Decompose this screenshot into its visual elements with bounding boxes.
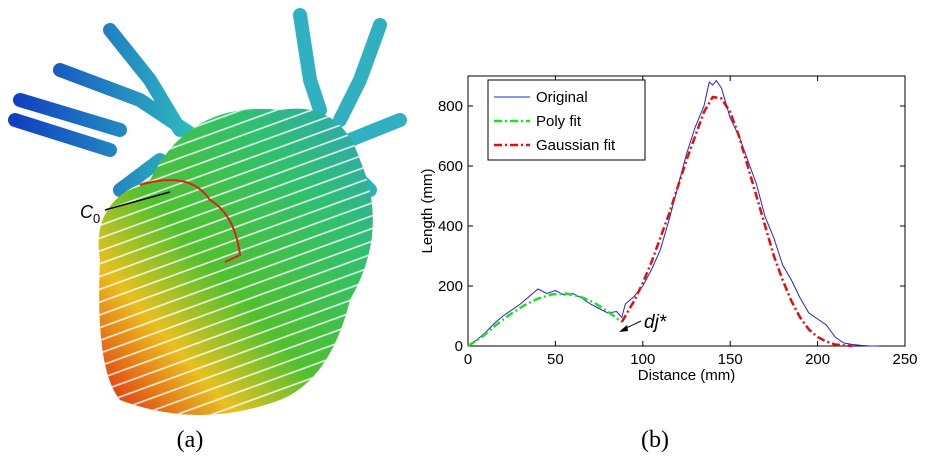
- annotation-head: [619, 325, 628, 332]
- x-tick-label: 150: [718, 351, 743, 368]
- x-tick-label: 200: [805, 351, 830, 368]
- y-axis-label: Length (mm): [419, 168, 436, 253]
- y-tick-label: 600: [438, 158, 463, 175]
- heart-render: C0: [8, 8, 407, 416]
- y-tick-label: 200: [438, 278, 463, 295]
- series-line: [620, 95, 853, 348]
- x-tick-label: 0: [464, 351, 472, 368]
- y-tick-label: 400: [438, 218, 463, 235]
- x-tick-label: 250: [892, 351, 917, 368]
- legend-label: Poly fit: [536, 113, 582, 130]
- y-tick-label: 0: [455, 338, 463, 355]
- y-tick-label: 800: [438, 98, 463, 115]
- label-sub: 0: [93, 211, 100, 226]
- plot-frame: [467, 75, 906, 347]
- x-axis-label: Distance (mm): [638, 367, 736, 384]
- chart-b: 0 50 100 150 200 250 0 200 400 600 800 Distance (mm…: [419, 75, 918, 453]
- caption-a: (a): [177, 427, 204, 453]
- label-main: C: [80, 202, 94, 222]
- legend-label: Gaussian fit: [536, 137, 616, 154]
- x-tick-label: 50: [547, 351, 564, 368]
- series-line: [467, 292, 623, 348]
- annotation: dj*: [644, 312, 667, 333]
- caption-b: (b): [641, 427, 669, 453]
- x-tick-label: 100: [630, 351, 655, 368]
- legend-label: Original: [536, 89, 588, 106]
- contour-label: C0: [80, 202, 100, 226]
